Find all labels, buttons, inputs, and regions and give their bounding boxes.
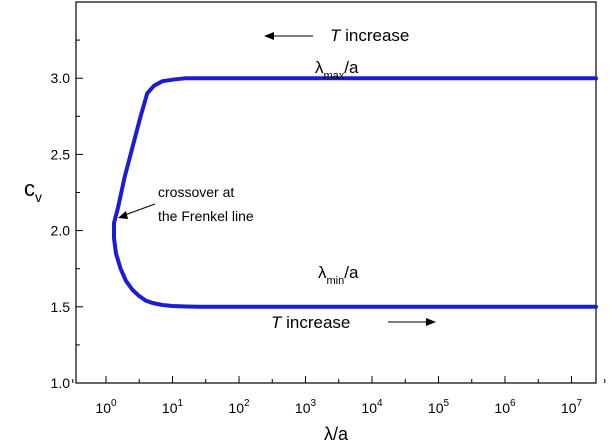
x-tick-label-exponent: 5 [444,398,450,409]
x-tick-label: 102 [228,398,250,416]
x-tick-label-exponent: 2 [244,398,250,409]
x-tick-label-exponent: 4 [377,398,383,409]
x-tick-label-base: 10 [428,400,444,416]
x-tick-label: 101 [162,398,184,416]
top-arrow-label: T increase [330,26,409,45]
lambda-min-tail: /a [344,263,359,282]
x-tick-label-exponent: 6 [510,398,516,409]
x-tick-label-exponent: 1 [178,398,184,409]
lambda-min-main: λ [318,263,327,282]
y-tick-label: 2.0 [51,223,71,239]
lambda-max-label: λmax/a [315,58,359,82]
x-tick-label: 104 [361,398,383,416]
lambda-max-tail: /a [344,58,359,77]
crossover-label-line1: crossover at [158,184,234,200]
y-axis-label-main: c [24,176,35,201]
crossover-label-line2: the Frenkel line [158,208,254,224]
lambda-min-sub: min [327,275,345,287]
crossover-arrow-shaft [121,203,156,217]
x-tick-label: 103 [295,398,317,416]
y-tick-label: 3.0 [51,70,71,86]
top-arrow-label-italic: T [330,26,342,45]
x-tick-label: 107 [561,398,583,416]
lambda-max-main: λ [315,58,324,77]
x-tick-label-exponent: 7 [577,398,583,409]
x-tick-label-exponent: 3 [311,398,317,409]
lambda-min-label: λmin/a [318,263,359,287]
bottom-arrow-head [426,318,436,326]
crossover-arrow-head [118,211,128,219]
x-tick-label-base: 10 [295,400,311,416]
x-tick-label-base: 10 [162,400,178,416]
x-tick-label: 100 [95,398,117,416]
bottom-arrow-label-text: increase [281,313,350,332]
x-tick-label-base: 10 [228,400,244,416]
bottom-arrow-label: T increase [271,313,350,332]
bottom-arrow-label-italic: T [271,313,283,332]
top-arrow-label-text: increase [340,26,409,45]
y-tick-label: 2.5 [51,146,71,162]
top-arrow-head [264,32,274,40]
x-tick-label-base: 10 [361,400,377,416]
x-tick-label: 106 [494,398,516,416]
y-tick-label: 1.5 [51,299,71,315]
y-axis-ticks: 1.0 1.5 2.0 2.5 3.0 [51,39,83,391]
y-axis-label-sub: v [35,189,42,205]
x-axis-label: λ/a [324,424,349,444]
y-tick-label: 1.0 [51,375,71,391]
y-axis-label: cv [24,176,42,205]
x-tick-label-base: 10 [561,400,577,416]
x-tick-label: 105 [428,398,450,416]
lambda-max-sub: max [324,70,345,82]
x-tick-label-base: 10 [95,400,111,416]
x-tick-label-exponent: 0 [111,398,117,409]
x-tick-label-base: 10 [494,400,510,416]
series-line [112,76,598,309]
